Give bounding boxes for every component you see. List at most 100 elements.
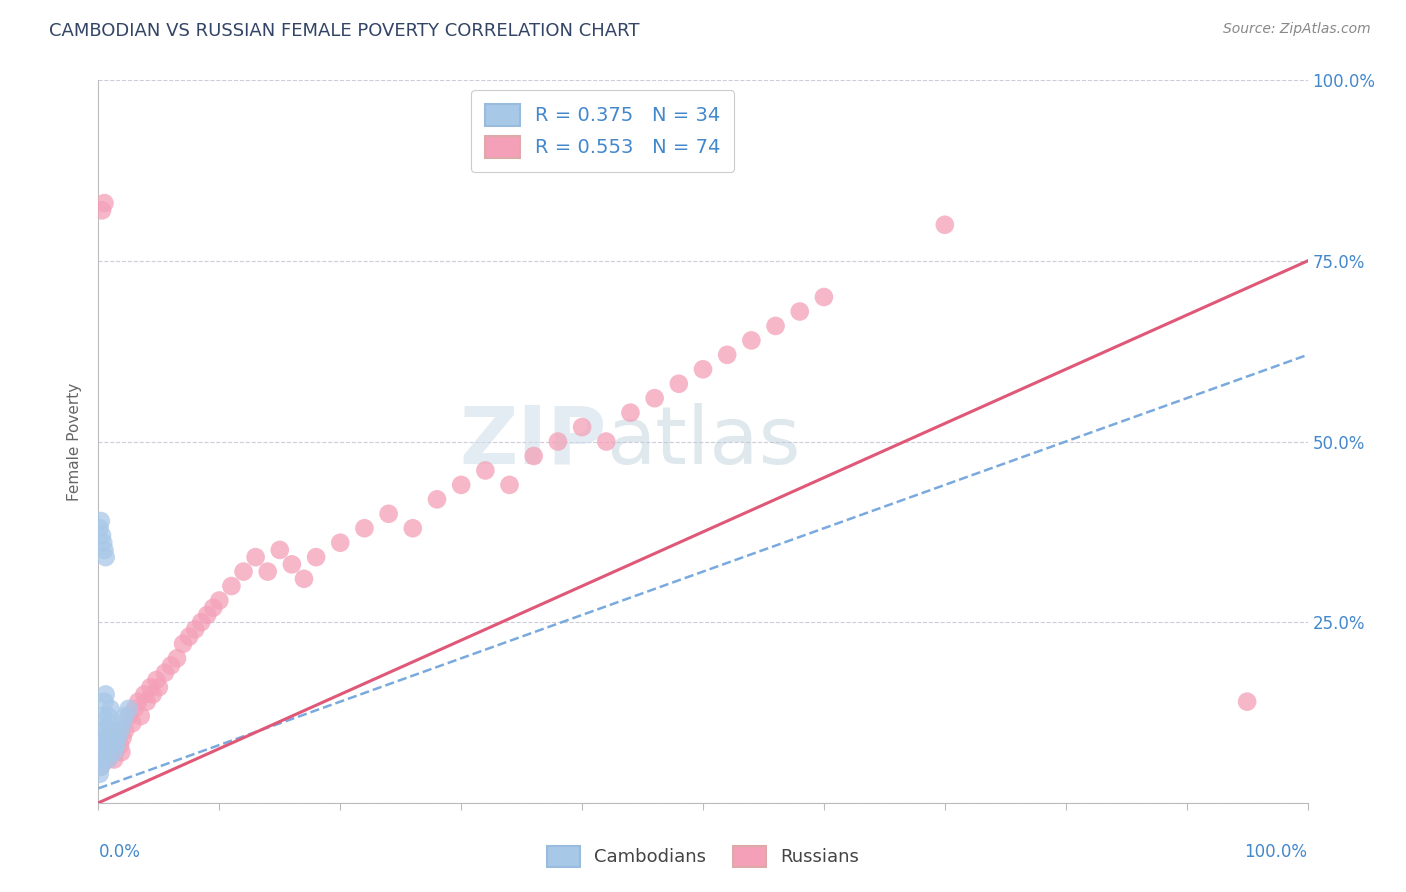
Legend: Cambodians, Russians: Cambodians, Russians (540, 838, 866, 874)
Point (100, 723, 122, 738)
Point (148, 680, 170, 694)
Point (94, 687, 117, 701)
Text: Source: ZipAtlas.com: Source: ZipAtlas.com (1223, 22, 1371, 37)
Point (221, 579, 243, 593)
Point (108, 723, 131, 738)
Point (153, 665, 176, 680)
Point (103, 745, 125, 759)
Point (100, 738, 122, 752)
Point (269, 542, 291, 557)
Point (96, 723, 118, 738)
Point (108, 738, 131, 752)
Point (97, 752, 120, 766)
Point (94, 731, 117, 745)
Point (105, 738, 128, 752)
Point (595, 434, 617, 449)
Point (97, 709, 120, 723)
Point (184, 623, 207, 637)
Point (329, 535, 352, 549)
Point (740, 334, 762, 348)
Point (91, 203, 114, 218)
Point (402, 521, 425, 535)
Point (89, 767, 111, 781)
Point (98, 716, 121, 731)
Text: ZIP: ZIP (458, 402, 606, 481)
Point (96, 745, 118, 759)
Point (571, 420, 593, 434)
Point (97, 752, 120, 766)
Text: 0.0%: 0.0% (98, 843, 141, 861)
Point (90, 760, 112, 774)
Point (619, 406, 641, 420)
Point (135, 695, 157, 709)
Point (523, 449, 546, 463)
Point (426, 492, 449, 507)
Point (1236, 695, 1258, 709)
Point (90, 514, 112, 528)
Point (305, 550, 328, 565)
Point (90, 760, 112, 774)
Text: CAMBODIAN VS RUSSIAN FEMALE POVERTY CORRELATION CHART: CAMBODIAN VS RUSSIAN FEMALE POVERTY CORR… (49, 22, 640, 40)
Point (98, 731, 121, 745)
Point (107, 731, 129, 745)
Point (179, 630, 201, 644)
Point (100, 731, 122, 745)
Point (692, 362, 714, 376)
Point (91, 535, 114, 549)
Point (91, 745, 114, 759)
Point (100, 745, 122, 759)
Point (93, 695, 115, 709)
Point (121, 716, 143, 731)
Legend: R = 0.375   N = 34, R = 0.553   N = 74: R = 0.375 N = 34, R = 0.553 N = 74 (471, 90, 734, 172)
Point (134, 687, 156, 701)
Point (232, 565, 254, 579)
Point (166, 651, 188, 665)
Point (195, 607, 218, 622)
Point (96, 738, 118, 752)
Point (94, 731, 117, 745)
Point (377, 507, 399, 521)
Point (353, 521, 375, 535)
Point (202, 600, 225, 615)
Text: atlas: atlas (606, 402, 800, 481)
Point (100, 702, 122, 716)
Point (94, 550, 117, 565)
Point (127, 695, 149, 709)
Point (103, 752, 125, 766)
Point (104, 745, 127, 759)
Y-axis label: Female Poverty: Female Poverty (67, 383, 83, 500)
Point (292, 572, 315, 586)
Point (934, 218, 956, 232)
Point (107, 731, 129, 745)
Point (110, 745, 132, 759)
Point (114, 723, 136, 738)
Point (91, 528, 114, 542)
Point (190, 615, 212, 630)
Point (101, 731, 124, 745)
Point (124, 702, 146, 716)
Point (281, 558, 304, 572)
Point (114, 709, 136, 723)
Point (450, 478, 472, 492)
Text: 100.0%: 100.0% (1244, 843, 1308, 861)
Point (208, 593, 231, 607)
Point (716, 348, 738, 362)
Point (91, 752, 114, 766)
Point (547, 434, 569, 449)
Point (498, 478, 520, 492)
Point (93, 738, 115, 752)
Point (93, 738, 115, 752)
Point (98, 738, 121, 752)
Point (93, 196, 115, 211)
Point (172, 637, 194, 651)
Point (145, 673, 167, 687)
Point (91, 723, 114, 738)
Point (91, 752, 114, 766)
Point (91, 709, 114, 723)
Point (118, 702, 141, 716)
Point (111, 716, 134, 731)
Point (245, 550, 267, 565)
Point (111, 731, 134, 745)
Point (139, 680, 162, 694)
Point (118, 709, 141, 723)
